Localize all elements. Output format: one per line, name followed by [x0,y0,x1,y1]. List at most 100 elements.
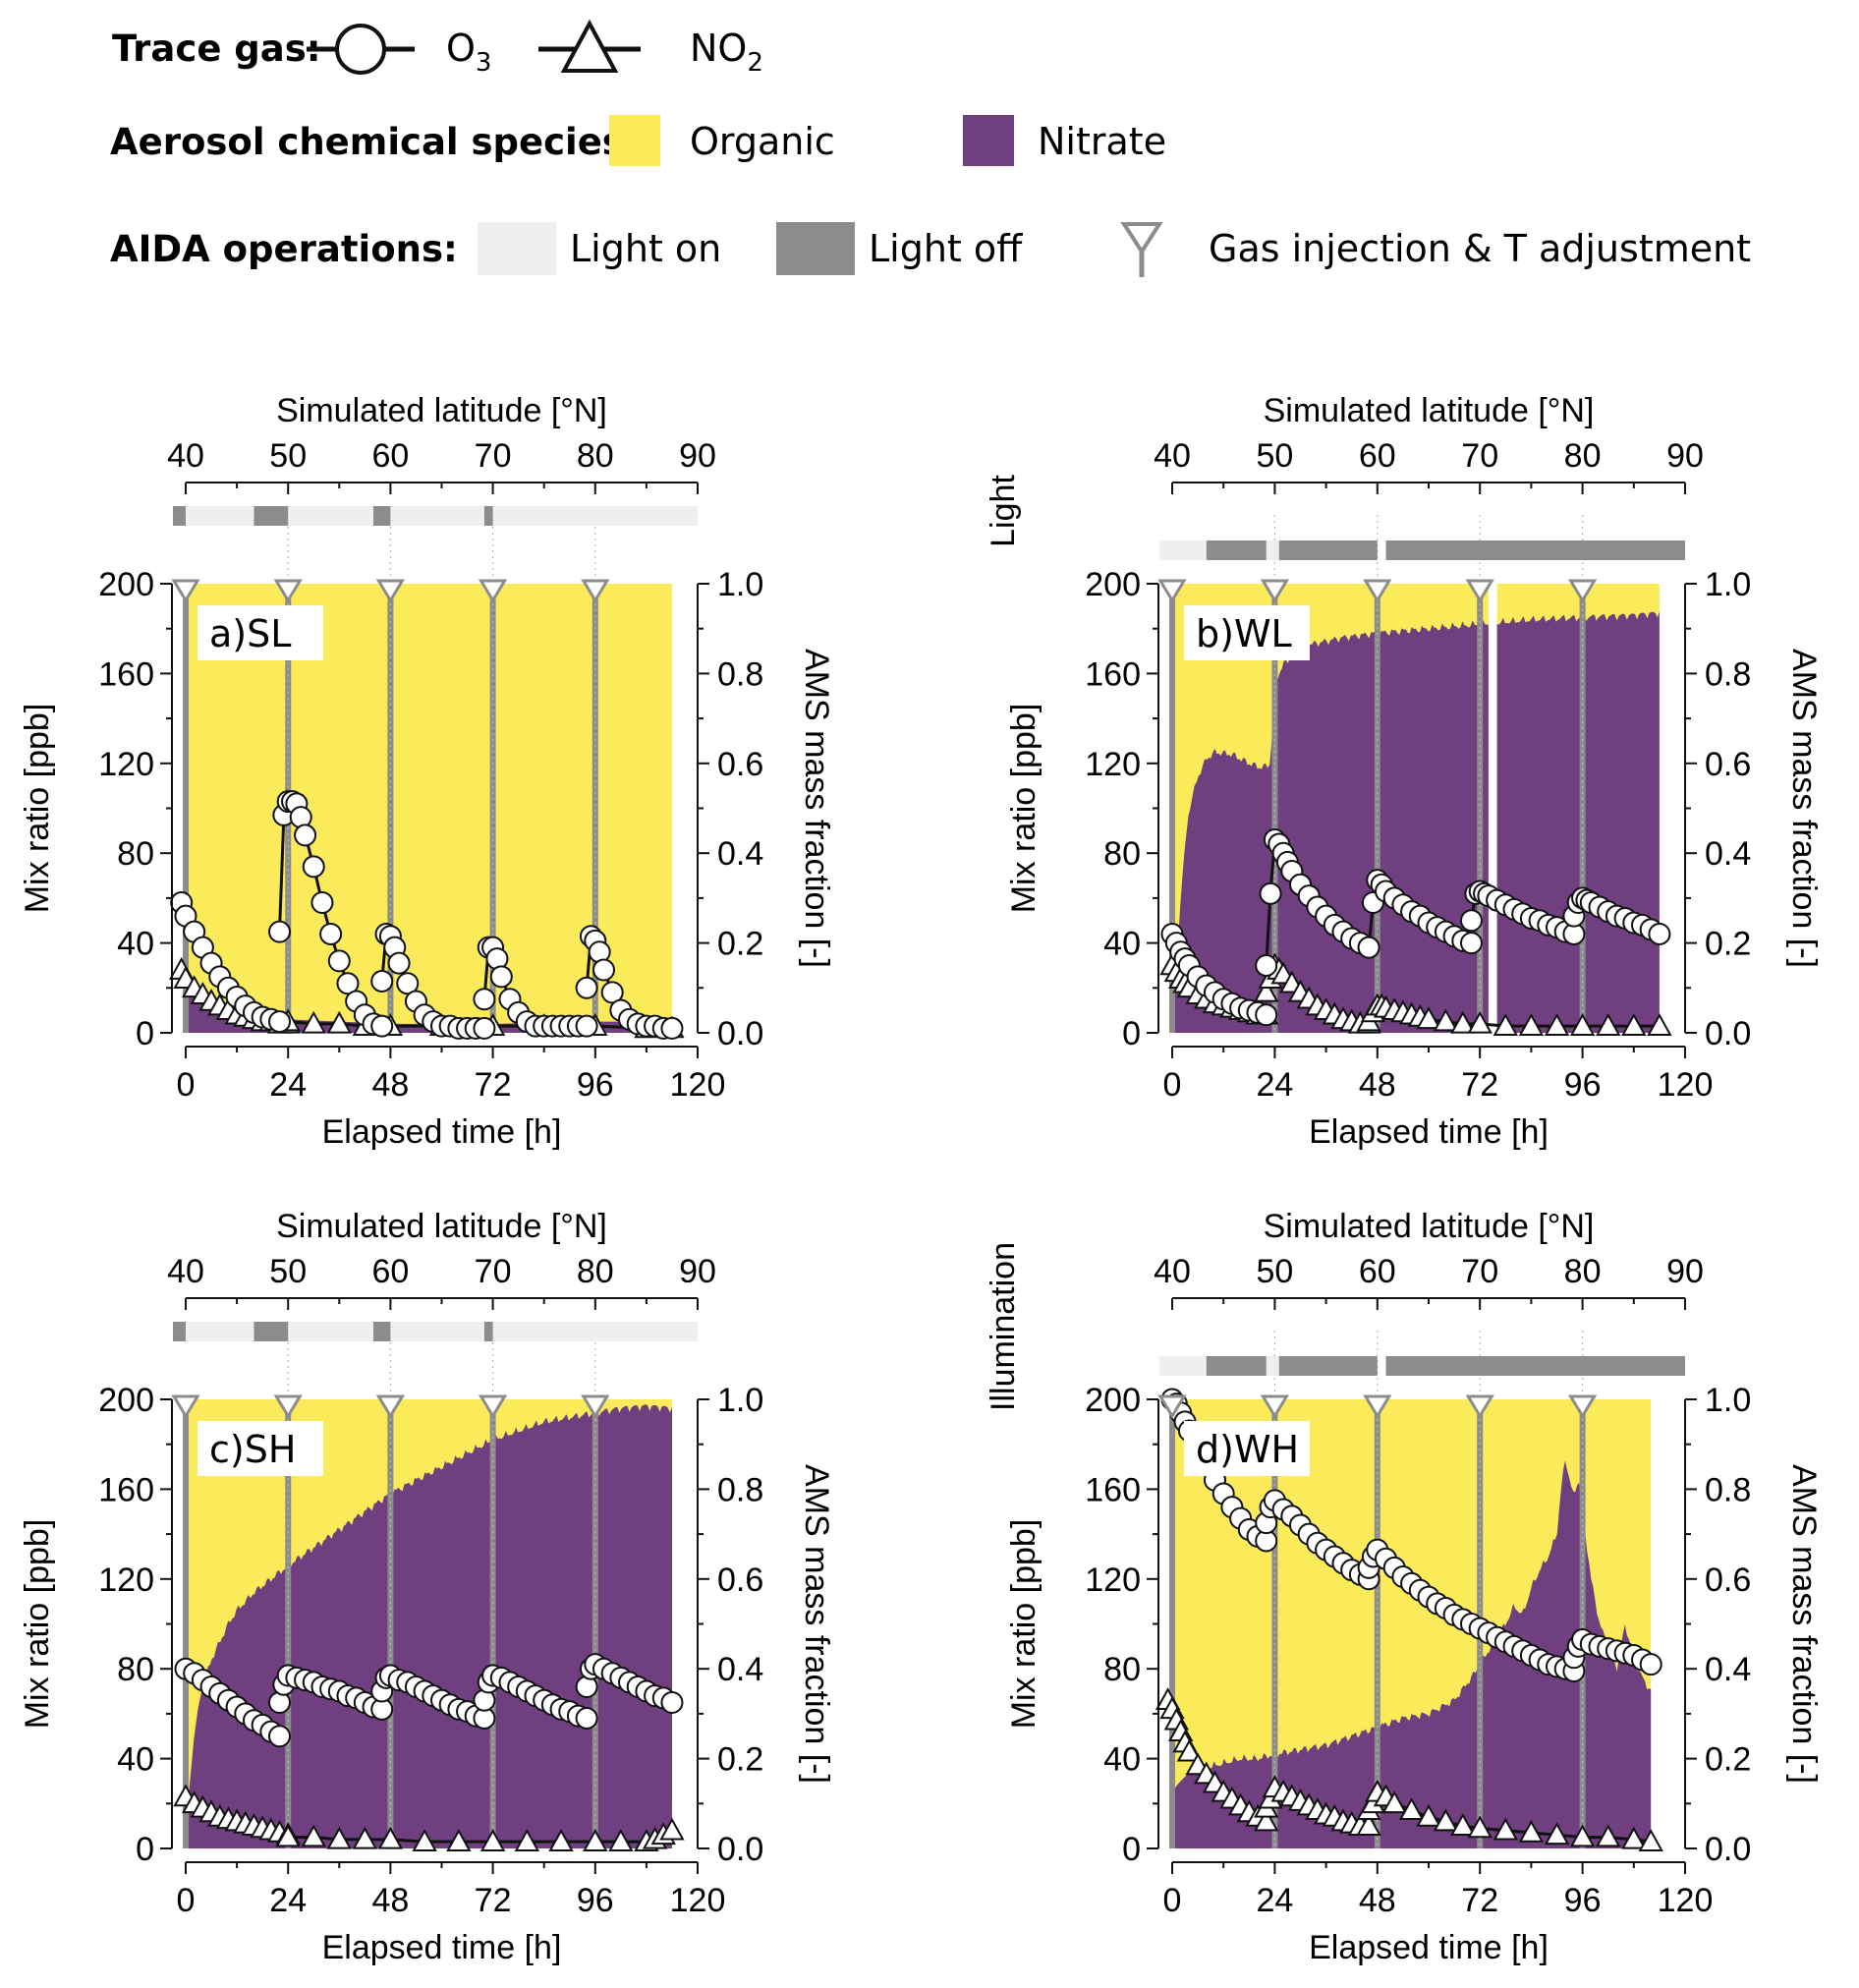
legend-nitrate-label: Nitrate [1038,120,1166,163]
panel-4-no2-point [1398,1797,1425,1820]
panel-2-no2-point [1621,1013,1647,1036]
panel-3-top-tick-label: 60 [371,1253,409,1290]
panel-2-top-tick-label: 90 [1666,437,1704,475]
panel-4-no2-point [1544,1822,1570,1846]
legend-aerosol: Aerosol chemical species: Organic Nitrat… [110,115,1166,166]
panel-1-o3-point [268,920,292,943]
panel-2-no2-point [1518,1013,1545,1036]
legend-no2-label: NO [690,27,747,70]
panel-1-y-tick-label: 160 [98,655,154,693]
panel-1-injection-marker-4 [581,579,610,603]
panel-4-no2-point [1621,1826,1647,1849]
panel-1-y2-tick-label: 0.8 [717,655,763,693]
panel-4-y-tick-label: 40 [1103,1741,1141,1779]
panel-3-no2-point [446,1829,472,1851]
legend-injection-label: Gas injection & T adjustment [1209,227,1751,270]
panel-3-y2-tick-label: 0.0 [717,1831,763,1868]
panel-3-no2-point [514,1829,540,1851]
panel-2-no2-point [1544,1013,1570,1036]
panel-1-o3-point [268,1010,292,1034]
panel-1-o3-point [294,824,317,847]
panel-2-o3-point [1460,909,1483,933]
legend-aerosol-title: Aerosol chemical species: [110,121,639,163]
panel-1-top-xlabel: Simulated latitude [°N] [276,392,607,429]
panel-3-y-tick-label: 120 [98,1562,154,1599]
panel-2-y-tick-label: 120 [1085,746,1141,783]
panel-2-y2-tick-label: 0.6 [1705,746,1751,783]
panel-1-y2-tick-label: 0.6 [717,746,763,783]
panel-2-y2-tick-label: 1.0 [1705,566,1751,603]
panel-3-no2-point [275,1824,301,1847]
panel-4-no2-point [1638,1829,1663,1851]
panel-1-y-tick-label: 200 [98,566,154,603]
panel-2-top-xlabel: Simulated latitude [°N] [1264,392,1595,429]
panel-4-light-on-1 [1266,1356,1279,1376]
panel-4-nitrate-area [1172,1460,1652,1848]
panel-3-y2-tick-label: 1.0 [717,1382,763,1419]
panel-4-top-tick-label: 90 [1666,1253,1704,1290]
panel-4-light-off-0 [1206,1356,1267,1376]
panel-2-injection-marker-1 [1260,579,1290,603]
panel-2-top-tick-label: 40 [1154,437,1191,475]
panel-1-x-tick-label: 24 [269,1066,307,1104]
panel-3-y-tick-label: 80 [117,1651,154,1688]
panel-1-light-off-3 [483,506,493,526]
legend-light-on-label: Light on [570,227,721,270]
panel-1-top-tick-label: 90 [679,437,716,475]
panel-2-light-off-1 [1278,540,1378,560]
panel-3-light-on-2 [390,1322,484,1341]
panel-2-light-on-0 [1158,540,1207,560]
panel-4-injection-marker-0 [1157,1394,1187,1419]
panel-2-top-tick-label: 70 [1461,437,1498,475]
panel-4-o3-point [1639,1653,1662,1676]
panel-3-x-tick-label: 0 [177,1882,196,1919]
panel-2-y-tick-label: 160 [1085,655,1141,693]
panel-4-panel-label: d)WH [1196,1428,1299,1471]
panel-3-top-tick-label: 80 [577,1253,614,1290]
legend-no2-marker [560,19,619,73]
panel-3-injection-marker-4 [581,1394,610,1419]
panel-2-xlabel: Elapsed time [h] [1309,1113,1549,1151]
panel-3-no2-point [301,1824,326,1847]
panel-3-light-off-0 [172,1322,186,1341]
panel-1-o3-point [600,981,624,1004]
panel-1-x-tick-label: 48 [371,1066,409,1104]
panel-1-label-box [197,605,323,660]
panel-1-o3-point [660,1016,684,1040]
panel-4-x-tick-label: 48 [1359,1882,1396,1919]
panel-1-o3-point [370,969,394,993]
legend-light-on-swatch [478,222,556,275]
panel-2-o3-point [1255,953,1278,977]
panel-3-top-tick-label: 90 [679,1253,716,1290]
panel-3-o3-point [660,1690,684,1714]
legend-no2-text: NO2 [690,27,763,78]
panel-1-o3-point [592,958,615,982]
panel-4-ylabel: Mix ratio [ppb] [1005,1519,1042,1730]
panel-4-no2-point [1493,1817,1518,1841]
panel-2-o3-point [1255,1003,1278,1027]
panel-1-light-on-0 [186,506,254,526]
panel-3-top-tick-label: 50 [269,1253,307,1290]
legend-o3-label: O [446,27,476,70]
panel-2-o3-point [1460,932,1483,955]
panel-4-y-tick-label: 160 [1085,1471,1141,1508]
panel-1-y-tick-label: 80 [117,835,154,873]
panel-4-xlabel: Elapsed time [h] [1309,1929,1549,1966]
legend-light-off-label: Light off [869,227,1023,270]
panel-2-no2-point [1416,1006,1441,1030]
legend-organic-swatch [609,115,660,166]
panel-4-injection-marker-2 [1363,1394,1392,1419]
row-label-light: Light [985,475,1022,547]
panel-4-y-tick-label: 200 [1085,1382,1141,1419]
panel-3-x-tick-label: 24 [269,1882,307,1919]
legend-aida-title: AIDA operations: [110,228,458,270]
panel-2-y2label: AMS mass fraction [-] [1785,649,1823,968]
legend-organic-label: Organic [690,120,835,163]
panel-1-top-tick-label: 40 [167,437,204,475]
panel-3-y2-tick-label: 0.4 [717,1651,763,1688]
panel-2-no2-point [1493,1013,1518,1036]
panel-1-y2-tick-label: 0.0 [717,1015,763,1052]
panel-2-x-tick-label: 48 [1359,1066,1396,1104]
panel-2-injection-marker-3 [1465,579,1494,603]
panel-1-light-on-1 [288,506,374,526]
